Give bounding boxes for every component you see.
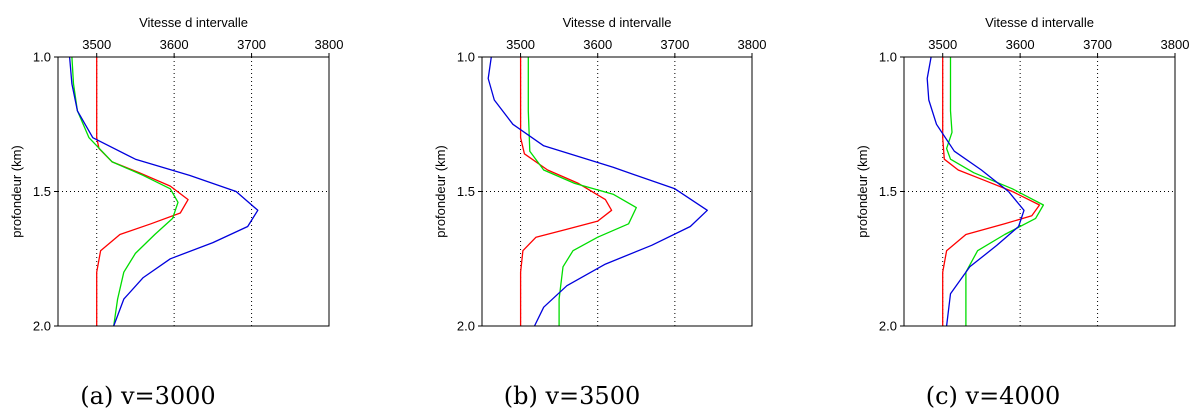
series-line-0: [519, 57, 613, 326]
y-tick-label: 1.5: [879, 184, 897, 199]
x-tick-label: 3600: [160, 37, 189, 52]
chart-panel-0: 3500 3600 3700 3800 1.0 1.5 2.0 Vitesse d inter…: [9, 15, 343, 410]
y-tick-label: 2.0: [879, 319, 897, 334]
x-tick-label: 3500: [928, 37, 957, 52]
x-tick-label: 3500: [82, 37, 111, 52]
panel-caption: (c) v=4000: [926, 382, 1061, 410]
y-tick-label: 1.0: [879, 50, 897, 65]
y-tick-label: 1.5: [33, 184, 51, 199]
y-axis-label: profondeur (km): [433, 145, 448, 237]
x-tick-label: 3800: [315, 37, 344, 52]
series-line-0: [942, 57, 1041, 326]
chart-title: Vitesse d intervalle: [139, 15, 248, 30]
series-line-2: [68, 56, 259, 327]
series-line-1: [945, 57, 1045, 326]
x-tick-label: 3800: [738, 37, 767, 52]
chart-panel-2: 3500 3600 3700 3800 1.0 1.5 2.0 Vitesse d inter…: [855, 15, 1189, 410]
y-axis-label: profondeur (km): [9, 145, 24, 237]
x-tick-label: 3600: [1006, 37, 1035, 52]
x-tick-label: 3500: [506, 37, 535, 52]
x-tick-label: 3700: [237, 37, 266, 52]
y-tick-label: 1.5: [457, 184, 475, 199]
series-line-2: [926, 56, 1025, 327]
x-tick-label: 3700: [1083, 37, 1112, 52]
panel-caption: (a) v=3000: [80, 382, 215, 410]
y-tick-label: 1.0: [33, 50, 51, 65]
series-line-2: [487, 56, 708, 327]
chart-title: Vitesse d intervalle: [985, 15, 1094, 30]
y-tick-label: 1.0: [457, 50, 475, 65]
y-axis-label: profondeur (km): [855, 145, 870, 237]
x-tick-label: 3600: [583, 37, 612, 52]
y-tick-label: 2.0: [457, 319, 475, 334]
chart-title: Vitesse d intervalle: [563, 15, 672, 30]
y-tick-label: 2.0: [33, 319, 51, 334]
x-tick-label: 3800: [1161, 37, 1190, 52]
series-line-1: [527, 57, 637, 326]
x-tick-label: 3700: [660, 37, 689, 52]
chart-panel-1: 3500 3600 3700 3800 1.0 1.5 2.0 Vitesse d inter…: [433, 15, 766, 410]
panel-caption: (b) v=3500: [504, 382, 640, 410]
